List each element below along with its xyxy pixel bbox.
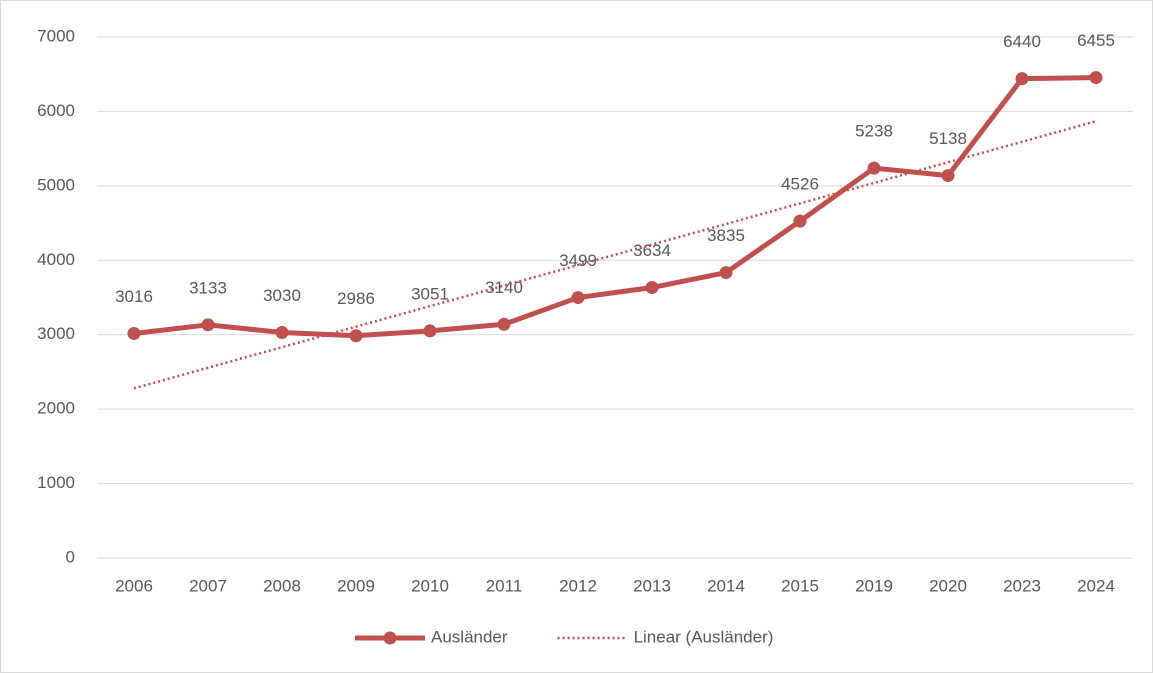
data-label: 4526 — [781, 175, 819, 194]
data-label: 3016 — [115, 287, 153, 306]
data-label: 6440 — [1003, 32, 1041, 51]
data-point — [867, 161, 881, 175]
legend-label: Ausländer — [431, 627, 508, 646]
y-tick-label: 7000 — [37, 26, 75, 45]
y-tick-label: 4000 — [37, 250, 75, 269]
data-point — [941, 169, 955, 183]
legend-marker — [383, 631, 397, 645]
data-point — [719, 266, 733, 280]
data-point — [349, 329, 363, 343]
x-tick-label: 2012 — [559, 576, 597, 595]
data-point — [275, 325, 289, 339]
data-label: 3051 — [411, 284, 449, 303]
data-point — [497, 317, 511, 331]
y-tick-label: 1000 — [37, 473, 75, 492]
data-point — [201, 318, 215, 332]
trend-line — [133, 120, 1097, 390]
data-point — [1089, 71, 1103, 85]
x-tick-label: 2008 — [263, 576, 301, 595]
data-label: 3030 — [263, 286, 301, 305]
data-label: 3140 — [485, 278, 523, 297]
x-tick-label: 2015 — [781, 576, 819, 595]
data-point — [1015, 72, 1029, 86]
x-tick-label: 2019 — [855, 576, 893, 595]
x-tick-label: 2006 — [115, 576, 153, 595]
data-label: 2986 — [337, 289, 375, 308]
data-point — [645, 281, 659, 295]
x-tick-label: 2009 — [337, 576, 375, 595]
data-line — [133, 75, 1097, 339]
x-tick-label: 2020 — [929, 576, 967, 595]
data-label: 3133 — [189, 278, 227, 297]
data-point — [423, 324, 437, 338]
data-point — [571, 291, 585, 305]
y-tick-label: 0 — [66, 547, 75, 566]
y-tick-label: 3000 — [37, 324, 75, 343]
data-label: 3499 — [559, 251, 597, 270]
data-point — [127, 327, 141, 341]
x-tick-label: 2013 — [633, 576, 671, 595]
x-tick-label: 2007 — [189, 576, 227, 595]
legend-label: Linear (Ausländer) — [634, 627, 774, 646]
x-tick-label: 2010 — [411, 576, 449, 595]
data-label: 5138 — [929, 129, 967, 148]
data-label: 3835 — [707, 226, 745, 245]
data-point — [793, 214, 807, 228]
data-label: 6455 — [1077, 31, 1115, 50]
y-tick-label: 6000 — [37, 101, 75, 120]
data-label: 3634 — [633, 241, 671, 260]
x-tick-label: 2024 — [1077, 576, 1115, 595]
x-tick-label: 2011 — [486, 576, 523, 595]
x-tick-label: 2014 — [707, 576, 745, 595]
y-tick-label: 2000 — [37, 399, 75, 418]
y-tick-label: 5000 — [37, 175, 75, 194]
data-label: 5238 — [855, 122, 893, 141]
x-tick-label: 2023 — [1003, 576, 1041, 595]
